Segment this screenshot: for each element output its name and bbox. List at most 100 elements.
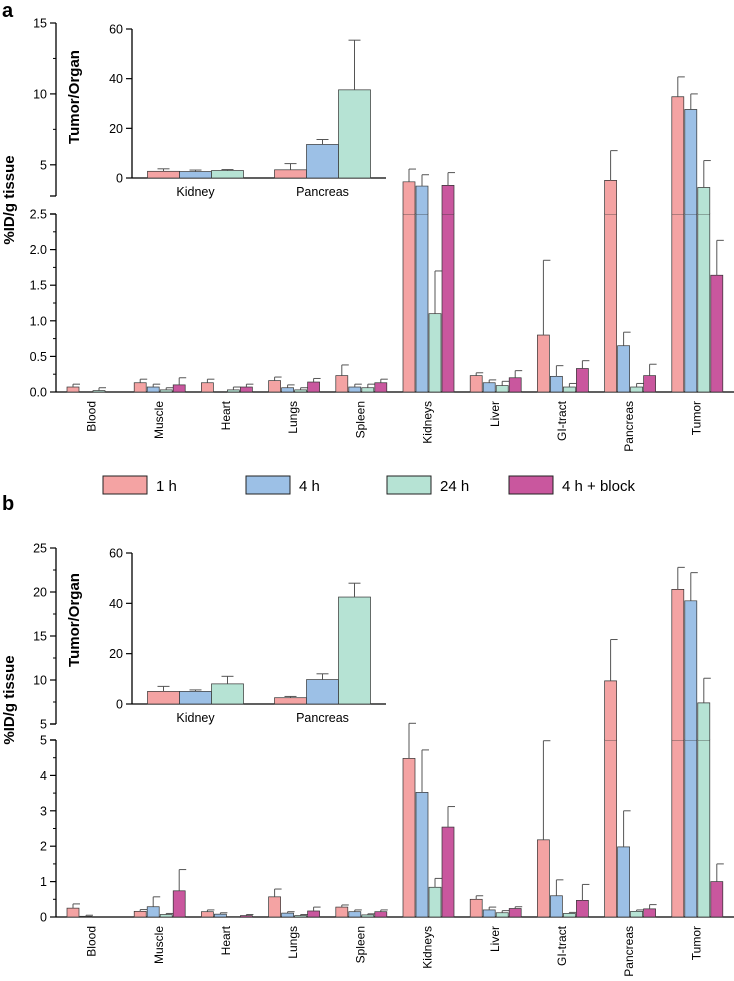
pb-bar-liver-4-h bbox=[482, 909, 496, 918]
pa-bar-spleen-4-h-block bbox=[374, 382, 388, 393]
pa-bar-tumor-4-h-block bbox=[710, 274, 724, 393]
pb-category-label-pancreas: Pancreas bbox=[622, 926, 636, 977]
pb-inset-category-kidney: Kidney bbox=[176, 711, 215, 725]
pb-bar-kidneys-4-h-block bbox=[441, 826, 455, 918]
pb-category-label-muscle: Muscle bbox=[152, 926, 166, 964]
pb-ytick-label-upper: 5 bbox=[40, 718, 47, 732]
legend-label-4h: 4 h bbox=[299, 478, 320, 495]
pa-bar-gi-tract-4-h bbox=[550, 375, 563, 393]
pa-bar-blood-1-h bbox=[66, 386, 80, 393]
pb-bar-lungs-1-h bbox=[268, 896, 281, 918]
legend-swatch-24h bbox=[386, 475, 432, 495]
pa-ytick-label-lower: 1.5 bbox=[30, 279, 47, 293]
pb-ytick-label-lower: 2 bbox=[40, 840, 47, 854]
panel-label-a: a bbox=[2, 0, 14, 22]
pb-ytick-label-lower: 1 bbox=[40, 875, 47, 889]
pb-bar-spleen-4-h bbox=[348, 911, 362, 918]
pb-inset-bar-pancreas-1-h bbox=[274, 697, 307, 705]
pa-bar-pancreas-24-h bbox=[630, 386, 643, 393]
pb-ytick-label-lower: 5 bbox=[40, 734, 47, 748]
pa-ytick-label-lower: 2.0 bbox=[30, 243, 47, 257]
pa-inset-category-kidney: Kidney bbox=[176, 185, 215, 199]
pa-inset-ytick-label: 40 bbox=[109, 72, 123, 86]
pb-bar-lungs-4-h-block bbox=[307, 910, 320, 918]
pa-bar-spleen-4-h bbox=[348, 386, 362, 393]
pb-ytick-label-upper: 20 bbox=[33, 586, 47, 600]
legend-swatch-1h bbox=[102, 475, 148, 495]
pa-category-label-blood: Blood bbox=[85, 401, 99, 432]
pb-bar-tumor-24-h bbox=[697, 739, 711, 918]
pb-bar-liver-24-h bbox=[495, 912, 509, 918]
legend: 1 h 4 h 24 h 4 h + block bbox=[102, 475, 635, 495]
pa-bar-pancreas-4-h bbox=[617, 345, 630, 393]
pa-inset-bar-pancreas-24-h bbox=[338, 89, 371, 179]
pb-category-label-lungs: Lungs bbox=[286, 926, 300, 959]
pa-category-label-lungs: Lungs bbox=[286, 401, 300, 434]
pa-bar-lungs-4-h-block bbox=[307, 381, 320, 393]
pa-inset-ytick-label: 60 bbox=[109, 23, 123, 37]
pb-ytick-label-upper: 10 bbox=[33, 674, 47, 688]
pa-inset-category-pancreas: Pancreas bbox=[296, 185, 349, 199]
pa-category-label-pancreas: Pancreas bbox=[622, 401, 636, 452]
pa-inset-bar-kidney-24-h bbox=[211, 170, 244, 179]
pa-bar-tumor-1-h bbox=[671, 213, 685, 393]
pa-bar-lungs-4-h bbox=[281, 387, 294, 393]
pa-inset-bar-pancreas-4-h bbox=[306, 144, 339, 179]
pb-ytick-label-lower: 0 bbox=[40, 911, 47, 925]
panel-b-ylabel: %ID/g tissue bbox=[1, 655, 18, 744]
panel-label-b: b bbox=[2, 493, 14, 515]
pa-bar-kidneys-4-h-block-upper bbox=[442, 185, 454, 214]
pa-bar-heart-24-h bbox=[227, 389, 240, 393]
pb-bar-heart-4-h bbox=[214, 913, 227, 918]
pb-ytick-label-upper: 25 bbox=[33, 542, 47, 556]
pb-bar-spleen-4-h-block bbox=[374, 911, 388, 918]
pa-bar-muscle-24-h bbox=[159, 389, 173, 393]
pb-inset-bar-kidney-24-h bbox=[211, 683, 244, 705]
pb-bar-pancreas-1-h bbox=[604, 739, 617, 918]
pa-bar-gi-tract-4-h-block bbox=[576, 368, 589, 393]
pb-bar-kidneys-1-h bbox=[402, 758, 416, 918]
pa-bar-heart-4-h-block bbox=[240, 386, 253, 393]
pa-bar-tumor-4-h-upper bbox=[684, 109, 697, 214]
pa-inset-ytick-label: 0 bbox=[116, 172, 123, 186]
pb-bar-lungs-4-h bbox=[281, 912, 294, 918]
pa-ytick-label-lower: 1.0 bbox=[30, 314, 47, 328]
pa-bar-liver-24-h bbox=[495, 385, 509, 393]
pb-bar-kidneys-4-h bbox=[415, 792, 429, 918]
pb-inset-bar-pancreas-24-h bbox=[338, 596, 371, 705]
pb-bar-liver-1-h bbox=[469, 898, 483, 918]
panel-a-ylabel: %ID/g tissue bbox=[1, 155, 18, 244]
pb-category-label-blood: Blood bbox=[85, 926, 99, 957]
pb-inset-bar-pancreas-4-h bbox=[306, 679, 339, 705]
pa-category-label-liver: Liver bbox=[488, 401, 502, 427]
pa-ytick-label-lower: 0.5 bbox=[30, 350, 47, 364]
pb-category-label-liver: Liver bbox=[488, 926, 502, 952]
pa-inset-bar-kidney-4-h bbox=[179, 171, 212, 179]
pb-bar-lungs-24-h bbox=[294, 915, 307, 918]
pa-bar-lungs-24-h bbox=[294, 389, 307, 393]
pb-ytick-label-lower: 3 bbox=[40, 804, 47, 818]
pa-bar-muscle-4-h bbox=[146, 386, 160, 393]
pa-bar-tumor-24-h bbox=[697, 213, 711, 393]
pa-inset-ytick-label: 20 bbox=[109, 122, 123, 136]
pa-bar-pancreas-1-h bbox=[604, 213, 617, 393]
panel-a-inset: 0 20 40 60 Kidney Pancreas bbox=[90, 19, 388, 204]
pa-bar-tumor-1-h-upper bbox=[671, 96, 684, 214]
pa-bar-kidneys-24-h bbox=[428, 313, 442, 393]
pb-bar-tumor-1-h-upper bbox=[671, 589, 684, 740]
pa-ytick-label-lower: 0.0 bbox=[30, 386, 47, 400]
pb-bar-tumor-4-h-upper bbox=[684, 600, 697, 740]
pb-bar-muscle-1-h bbox=[133, 910, 147, 918]
pa-bar-blood-24-h bbox=[92, 390, 106, 393]
pb-bar-muscle-4-h-block bbox=[172, 890, 186, 918]
pa-bar-muscle-4-h-block bbox=[172, 384, 186, 393]
pa-inset-bar-pancreas-1-h bbox=[274, 169, 307, 179]
pa-category-label-heart: Heart bbox=[219, 400, 233, 430]
pb-ytick-label-lower: 4 bbox=[40, 769, 47, 783]
pa-bar-spleen-24-h bbox=[361, 387, 375, 393]
pb-inset-ytick-label: 0 bbox=[116, 698, 123, 712]
pb-bar-pancreas-4-h bbox=[617, 846, 630, 918]
panel-b-inset-ylabel: Tumor/Organ bbox=[66, 573, 83, 667]
pa-bar-kidneys-4-h bbox=[415, 213, 429, 393]
